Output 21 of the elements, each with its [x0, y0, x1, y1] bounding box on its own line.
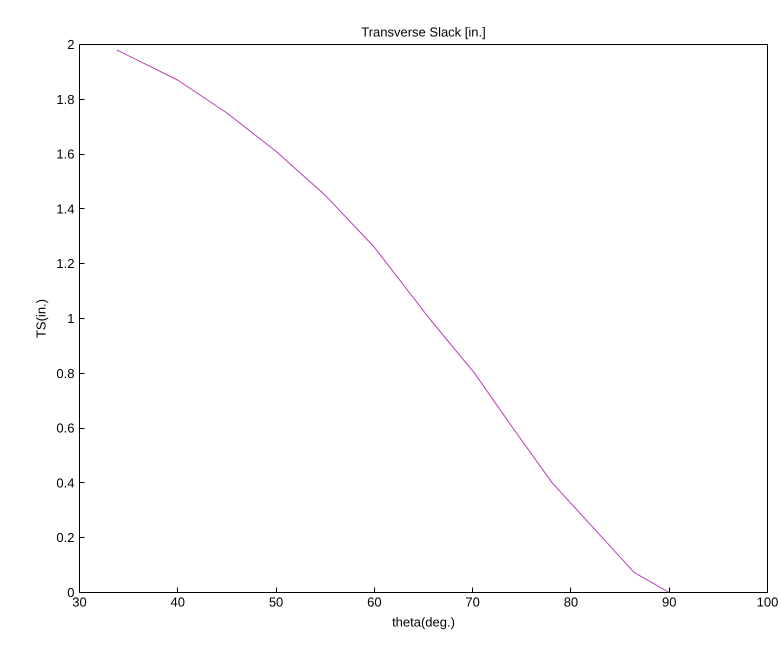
y-tick-label: 1.2: [56, 256, 75, 272]
x-tick-label: 70: [465, 594, 480, 610]
y-tick-label: 2: [67, 37, 75, 52]
x-tick-label: 90: [662, 594, 676, 610]
y-tick-label: 1.6: [56, 146, 75, 162]
y-tick-label: 0.4: [56, 475, 75, 490]
x-tick-label: 60: [367, 594, 382, 610]
y-tick-label: 0.8: [56, 366, 75, 381]
y-tick-label: 0.2: [56, 530, 75, 546]
line-series: [116, 49, 670, 592]
y-axis-title: TS(in.): [33, 299, 48, 338]
x-tick-label: 100: [756, 594, 778, 610]
x-axis-title: theta(deg.): [392, 614, 455, 630]
y-tick-label: 1: [67, 311, 75, 326]
chart-title: Transverse Slack [in.]: [361, 24, 486, 40]
y-tick-label: 1.4: [56, 201, 75, 216]
y-tick-label: 1.8: [56, 92, 75, 107]
x-tick-label: 50: [268, 594, 284, 610]
y-tick-label: 0.6: [56, 420, 75, 436]
x-tick-label: 40: [170, 594, 186, 610]
x-tick-label: 80: [564, 594, 578, 610]
